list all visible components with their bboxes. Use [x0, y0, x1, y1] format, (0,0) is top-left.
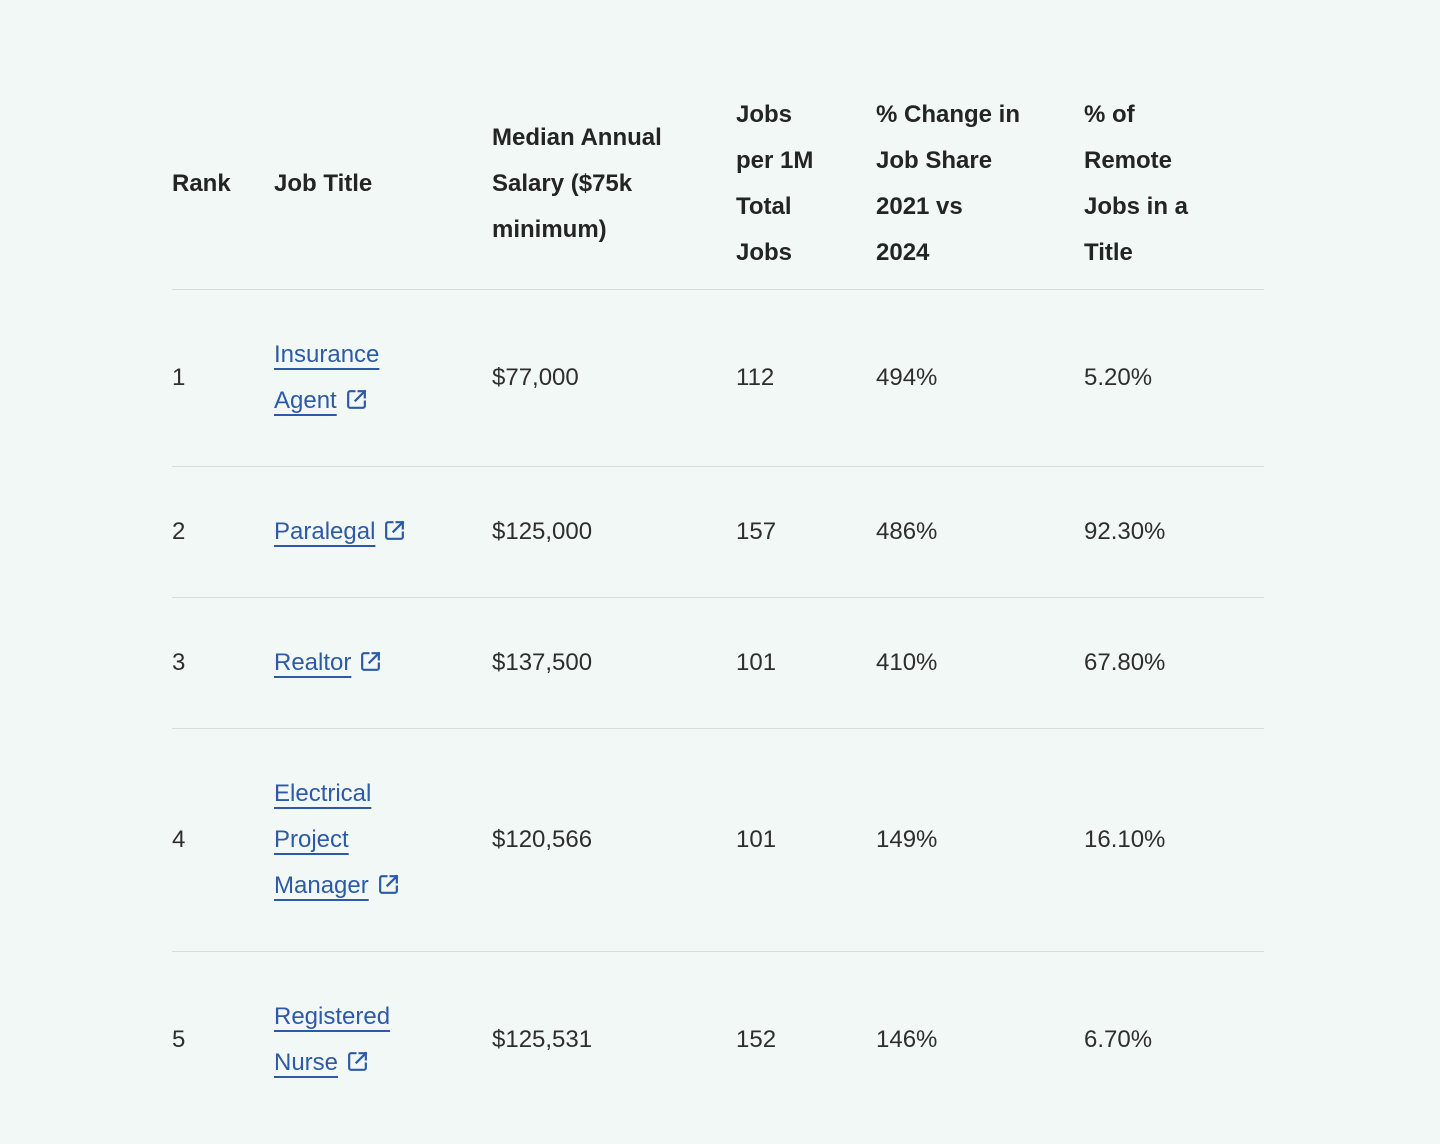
jobs-per-1m-value: 101 — [736, 649, 777, 676]
external-link-icon — [346, 389, 367, 409]
jobs-per-1m-cell: 101 — [736, 728, 876, 952]
job-title-cell: Paralegal — [274, 466, 492, 598]
job-share-change-value: 146% — [876, 1026, 938, 1053]
table-row: 4 Electrical Project Manager $120,566 10… — [172, 728, 1264, 952]
job-share-change-cell: 149% — [876, 728, 1084, 952]
job-title-wrap: Realtor — [274, 640, 424, 686]
jobs-per-1m-value: 152 — [736, 1026, 777, 1053]
remote-share-value: 16.10% — [1084, 826, 1166, 853]
rank-value: 5 — [172, 1026, 186, 1053]
median-salary-value: $77,000 — [492, 364, 579, 391]
remote-share-cell: 67.80% — [1084, 597, 1264, 729]
rank-cell: 2 — [172, 466, 274, 598]
header-job-title-label: Job Title — [274, 170, 373, 197]
table-header: Rank Job Title Median Annual Salary ($75… — [172, 92, 1264, 290]
median-salary-value: $125,000 — [492, 518, 593, 545]
jobs-per-1m-value: 101 — [736, 826, 777, 853]
external-link-icon — [378, 874, 399, 894]
job-share-change-cell: 410% — [876, 597, 1084, 729]
job-title-link[interactable]: Paralegal — [274, 518, 407, 545]
table-row: 3 Realtor $137,500 101 410% 67.80% — [172, 597, 1264, 729]
median-salary-value: $137,500 — [492, 649, 593, 676]
job-title-wrap: Registered Nurse — [274, 994, 424, 1086]
external-link-icon — [348, 1051, 368, 1071]
header-row: Rank Job Title Median Annual Salary ($75… — [172, 92, 1264, 290]
table-row: 2 Paralegal $125,000 157 486% 92.30% — [172, 466, 1264, 598]
remote-share-value: 6.70% — [1084, 1026, 1153, 1053]
job-title-link[interactable]: Realtor — [274, 649, 383, 676]
median-salary-cell: $120,566 — [492, 728, 736, 952]
header-jobs-per-1m: Jobs per 1M Total Jobs — [736, 92, 876, 290]
rank-cell: 3 — [172, 597, 274, 729]
header-remote-share-label: % of Remote Jobs in a Title — [1084, 101, 1189, 266]
remote-share-value: 67.80% — [1084, 649, 1166, 676]
median-salary-value: $120,566 — [492, 826, 593, 853]
jobs-per-1m-value: 112 — [736, 364, 775, 391]
median-salary-cell: $137,500 — [492, 597, 736, 729]
job-title-text[interactable]: Registered Nurse — [274, 1003, 391, 1076]
median-salary-cell: $125,000 — [492, 466, 736, 598]
header-job-title: Job Title — [274, 92, 492, 290]
job-title-wrap: Electrical Project Manager — [274, 771, 424, 909]
rank-value: 1 — [172, 364, 186, 391]
jobs-per-1m-cell: 152 — [736, 952, 876, 1129]
median-salary-cell: $125,531 — [492, 952, 736, 1129]
header-job-share-change: % Change in Job Share 2021 vs 2024 — [876, 92, 1084, 290]
job-title-cell: Electrical Project Manager — [274, 728, 492, 952]
header-rank: Rank — [172, 92, 274, 290]
job-share-change-cell: 494% — [876, 289, 1084, 467]
jobs-per-1m-cell: 157 — [736, 466, 876, 598]
job-title-cell: Registered Nurse — [274, 952, 492, 1129]
job-title-text[interactable]: Electrical Project Manager — [274, 780, 372, 899]
job-title-cell: Insurance Agent — [274, 289, 492, 467]
header-jobs-per-1m-label: Jobs per 1M Total Jobs — [736, 101, 814, 266]
job-share-change-value: 486% — [876, 518, 938, 545]
rank-value: 4 — [172, 826, 186, 853]
job-title-text[interactable]: Insurance Agent — [274, 341, 380, 414]
table-row: 1 Insurance Agent $77,000 112 494% 5.20% — [172, 289, 1264, 467]
job-title-link[interactable]: Registered Nurse — [274, 1003, 390, 1076]
jobs-per-1m-value: 157 — [736, 518, 777, 545]
remote-share-cell: 92.30% — [1084, 466, 1264, 598]
table-body: 1 Insurance Agent $77,000 112 494% 5.20%… — [172, 289, 1264, 1129]
job-share-change-value: 149% — [876, 826, 938, 853]
jobs-per-1m-cell: 101 — [736, 597, 876, 729]
remote-jobs-table: Rank Job Title Median Annual Salary ($75… — [172, 92, 1264, 1128]
header-rank-label: Rank — [172, 170, 231, 197]
external-link-icon — [385, 520, 405, 540]
external-link-icon — [361, 651, 381, 671]
jobs-per-1m-cell: 112 — [736, 289, 876, 467]
header-job-share-change-label: % Change in Job Share 2021 vs 2024 — [876, 101, 1021, 266]
job-title-cell: Realtor — [274, 597, 492, 729]
job-share-change-cell: 146% — [876, 952, 1084, 1129]
median-salary-cell: $77,000 — [492, 289, 736, 467]
header-median-salary: Median Annual Salary ($75k minimum) — [492, 92, 736, 290]
header-median-salary-label: Median Annual Salary ($75k minimum) — [492, 124, 662, 243]
rank-cell: 5 — [172, 952, 274, 1129]
job-title-link[interactable]: Electrical Project Manager — [274, 780, 401, 899]
job-title-link[interactable]: Insurance Agent — [274, 341, 379, 414]
remote-share-value: 92.30% — [1084, 518, 1166, 545]
remote-share-cell: 5.20% — [1084, 289, 1264, 467]
median-salary-value: $125,531 — [492, 1026, 593, 1053]
job-title-wrap: Paralegal — [274, 509, 424, 555]
remote-share-cell: 16.10% — [1084, 728, 1264, 952]
rank-cell: 4 — [172, 728, 274, 952]
job-title-wrap: Insurance Agent — [274, 332, 424, 424]
job-title-text[interactable]: Realtor — [274, 649, 352, 676]
remote-share-value: 5.20% — [1084, 364, 1153, 391]
table-row: 5 Registered Nurse $125,531 152 146% 6.7… — [172, 952, 1264, 1129]
job-title-text[interactable]: Paralegal — [274, 518, 376, 545]
header-remote-share: % of Remote Jobs in a Title — [1084, 92, 1264, 290]
job-share-change-value: 410% — [876, 649, 938, 676]
job-share-change-cell: 486% — [876, 466, 1084, 598]
rank-value: 2 — [172, 518, 186, 545]
rank-value: 3 — [172, 649, 186, 676]
rank-cell: 1 — [172, 289, 274, 467]
job-share-change-value: 494% — [876, 364, 938, 391]
remote-share-cell: 6.70% — [1084, 952, 1264, 1129]
